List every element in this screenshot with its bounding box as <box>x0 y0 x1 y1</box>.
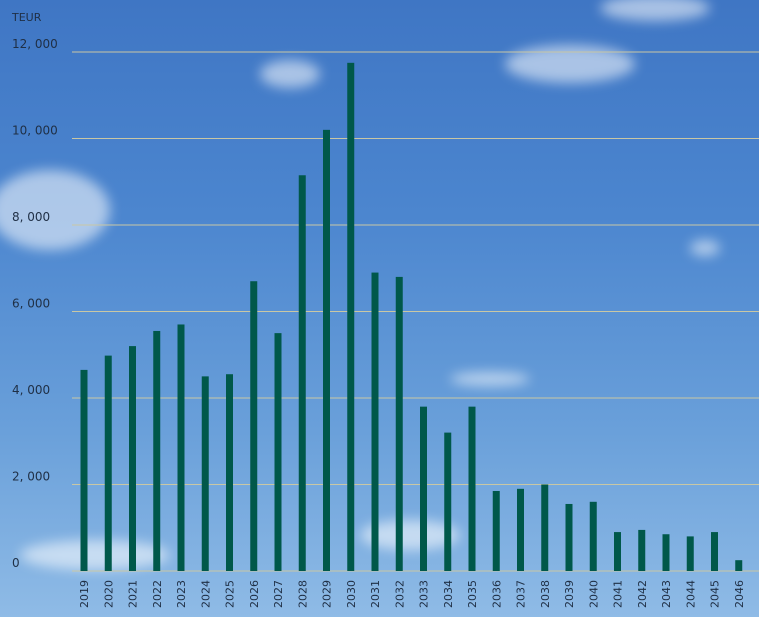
y-tick-label: 0 <box>12 556 20 570</box>
x-tick-label-2036: 2036 <box>490 580 503 608</box>
bar-2033 <box>420 406 427 571</box>
cloud-shape <box>450 372 530 386</box>
bar-2027 <box>274 333 282 571</box>
x-tick-label-2023: 2023 <box>175 580 188 608</box>
x-tick-label-2037: 2037 <box>515 580 528 608</box>
y-axis-label: TEUR <box>11 11 42 24</box>
bar-2021 <box>129 346 136 571</box>
bar-2037 <box>517 488 524 571</box>
x-tick-label-2035: 2035 <box>466 580 479 608</box>
bar-2040 <box>589 501 597 571</box>
bar-2043 <box>662 534 670 571</box>
bar-2032 <box>395 276 403 571</box>
cloud-shape <box>20 540 170 570</box>
y-tick-label: 6, 000 <box>12 297 50 311</box>
x-tick-label-2034: 2034 <box>442 580 455 608</box>
x-tick-label-2038: 2038 <box>539 580 552 608</box>
bar-2042 <box>638 529 646 571</box>
x-tick-label-2019: 2019 <box>78 580 91 608</box>
x-tick-label-2040: 2040 <box>587 580 600 608</box>
bar-2022 <box>153 330 161 571</box>
bar-2038 <box>541 484 549 571</box>
x-tick-label-2043: 2043 <box>660 580 673 608</box>
x-tick-label-2044: 2044 <box>684 580 697 608</box>
bar-2045 <box>711 532 718 571</box>
y-tick-label: 4, 000 <box>12 383 50 397</box>
x-tick-label-2039: 2039 <box>563 580 576 608</box>
y-tick-label: 2, 000 <box>12 470 50 484</box>
cloud-shape <box>260 60 320 88</box>
bar-2020 <box>104 355 112 571</box>
bar-2030 <box>347 62 355 571</box>
bar-2041 <box>614 532 621 571</box>
x-tick-label-2022: 2022 <box>151 580 164 608</box>
bar-2035 <box>468 406 476 571</box>
cloud-shape <box>690 240 720 256</box>
bar-2026 <box>250 281 258 571</box>
x-tick-label-2025: 2025 <box>224 580 237 608</box>
x-tick-label-2047: 2047 <box>757 580 759 608</box>
cloud-shape <box>600 0 710 21</box>
x-tick-label-2027: 2027 <box>272 580 285 608</box>
cloud-shape <box>0 170 110 250</box>
cloud-shape <box>505 45 635 83</box>
bar-2025 <box>226 374 233 571</box>
x-tick-label-2046: 2046 <box>733 580 746 608</box>
bar-2028 <box>298 175 306 571</box>
x-tick-label-2032: 2032 <box>393 580 406 608</box>
bar-2029 <box>323 129 330 571</box>
x-tick-label-2045: 2045 <box>709 580 722 608</box>
bar-2019 <box>80 369 88 571</box>
x-tick-label-2029: 2029 <box>321 580 334 608</box>
x-tick-label-2033: 2033 <box>418 580 431 608</box>
bar-2046 <box>735 560 743 571</box>
x-tick-label-2030: 2030 <box>345 580 358 608</box>
x-tick-label-2042: 2042 <box>636 580 649 608</box>
x-tick-label-2031: 2031 <box>369 580 382 608</box>
x-tick-label-2020: 2020 <box>102 580 115 608</box>
bar-2024 <box>201 376 209 571</box>
bar-2031 <box>371 272 379 571</box>
y-tick-label: 12, 000 <box>12 37 58 51</box>
bar-2036 <box>492 490 500 571</box>
x-tick-label-2021: 2021 <box>127 580 140 608</box>
y-tick-label: 10, 000 <box>12 124 58 138</box>
x-tick-label-2026: 2026 <box>248 580 261 608</box>
bar-2034 <box>444 432 452 571</box>
x-tick-label-2028: 2028 <box>296 580 309 608</box>
bar-2044 <box>686 536 694 571</box>
bar-2039 <box>565 503 573 571</box>
x-tick-label-2041: 2041 <box>612 580 625 608</box>
x-tick-label-2024: 2024 <box>199 580 212 608</box>
bar-2023 <box>177 324 185 571</box>
y-tick-label: 8, 000 <box>12 210 50 224</box>
